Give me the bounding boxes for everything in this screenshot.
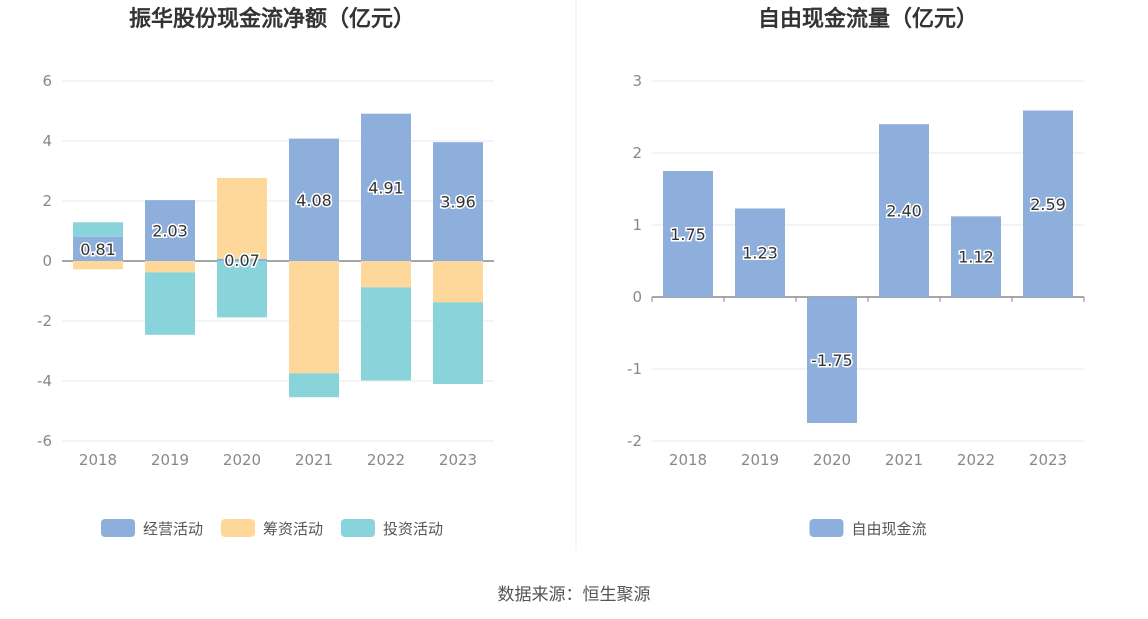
bar (145, 261, 195, 273)
legend-swatch (221, 519, 255, 537)
data-label: 0.07 (224, 251, 260, 270)
chart-title: 振华股份现金流净额（亿元） (129, 6, 415, 32)
y-tick-label: -2 (37, 312, 52, 330)
x-tick-label: 2018 (669, 451, 707, 469)
bar (289, 261, 339, 374)
y-tick-label: 2 (632, 144, 642, 162)
x-tick-label: 2021 (295, 451, 333, 469)
bar (73, 222, 123, 237)
x-tick-label: 2022 (367, 451, 405, 469)
bar (361, 261, 411, 288)
legend-swatch (809, 519, 844, 537)
data-label: 1.75 (670, 225, 706, 244)
y-tick-label: 1 (632, 216, 642, 234)
data-label: 0.81 (80, 240, 116, 259)
y-tick-label: 0 (42, 252, 52, 270)
y-tick-label: 3 (632, 72, 642, 90)
y-tick-label: -6 (37, 432, 52, 450)
bar (361, 113, 411, 261)
bar (145, 272, 195, 335)
bar (73, 236, 123, 261)
y-tick-label: 0 (632, 288, 642, 306)
y-tick-label: -1 (627, 360, 642, 378)
x-tick-label: 2021 (885, 451, 923, 469)
bar (361, 287, 411, 381)
y-tick-label: 6 (42, 72, 52, 90)
bar (217, 261, 267, 318)
bar (951, 216, 1001, 297)
x-tick-label: 2019 (151, 451, 189, 469)
bar (433, 261, 483, 303)
bar (289, 138, 339, 261)
y-tick-label: 2 (42, 192, 52, 210)
data-label: 2.59 (1030, 195, 1066, 214)
data-source-note: 数据来源：恒生聚源 (497, 585, 651, 605)
x-tick-label: 2020 (813, 451, 851, 469)
y-tick-label: 4 (42, 132, 52, 150)
bar (735, 208, 785, 297)
legend-label: 投资活动 (383, 520, 443, 538)
bar (289, 373, 339, 398)
legend-swatch (341, 519, 375, 537)
x-tick-label: 2019 (741, 451, 779, 469)
y-tick-label: -4 (37, 372, 52, 390)
bar (433, 142, 483, 261)
bar (217, 177, 267, 259)
y-tick-label: -2 (627, 432, 642, 450)
legend-label: 筹资活动 (263, 520, 323, 538)
x-tick-label: 2020 (223, 451, 261, 469)
bar (879, 124, 929, 297)
free-cash-flow-chart: 自由现金流量（亿元） 3 2 1 0 -1 -2 2018 2019 2020 2021 2022 20… (627, 6, 1085, 538)
cash-flow-net-chart: 振华股份现金流净额（亿元） 6 4 2 0 -2 -4 -6 2018 2019 2020 2021 2… (37, 6, 494, 538)
data-label: 4.91 (368, 178, 404, 197)
data-label: 4.08 (296, 191, 332, 210)
bar (145, 200, 195, 261)
data-label: 2.40 (886, 202, 922, 221)
bar (433, 302, 483, 384)
legend-swatch (101, 519, 135, 537)
data-label: 1.12 (958, 248, 994, 267)
bar (217, 258, 267, 261)
data-label: -1.75 (811, 351, 852, 370)
x-tick-label: 2023 (1029, 451, 1067, 469)
x-tick-label: 2022 (957, 451, 995, 469)
bar (73, 261, 123, 270)
x-tick-label: 2023 (439, 451, 477, 469)
legend-label: 自由现金流 (852, 520, 927, 538)
data-label: 1.23 (742, 244, 778, 263)
x-tick-label: 2018 (79, 451, 117, 469)
data-label: 2.03 (152, 222, 188, 241)
chart-title: 自由现金流量（亿元） (758, 6, 978, 32)
bar (663, 171, 713, 297)
legend-label: 经营活动 (143, 520, 203, 538)
data-label: 3.96 (440, 193, 476, 212)
bar (1023, 110, 1073, 298)
bar (807, 297, 857, 423)
